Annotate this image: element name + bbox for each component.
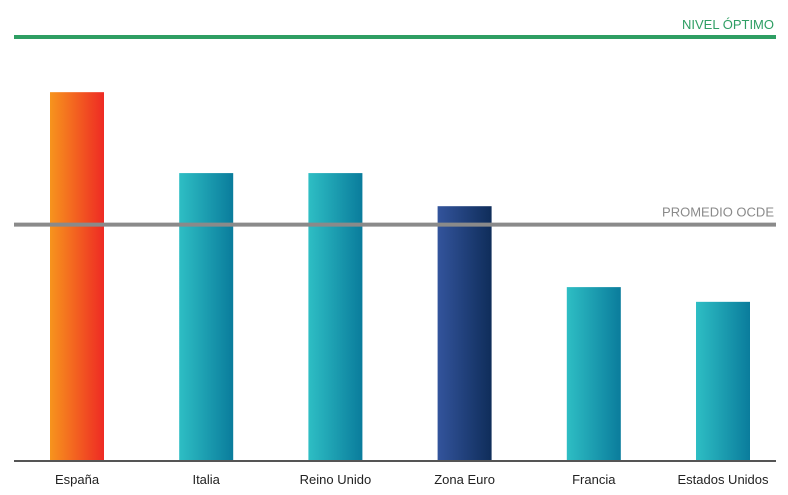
x-tick-label-francia: Francia [572, 472, 616, 487]
bars-group [50, 92, 750, 461]
reference-label-promedio-ocde: PROMEDIO OCDE [662, 205, 774, 220]
bar-zona-euro [437, 206, 492, 460]
x-tick-label-reino-unido: Reino Unido [300, 472, 372, 487]
bar-reino-unido [308, 173, 363, 461]
x-tick-labels-group: España Italia Reino Unido Zona Euro Francia E… [55, 472, 769, 487]
x-tick-label-espana: España [55, 472, 100, 487]
x-tick-label-zona-euro: Zona Euro [434, 472, 495, 487]
bar-francia [566, 287, 621, 460]
bar-espana [50, 92, 104, 460]
reference-label-nivel-optimo: NIVEL ÓPTIMO [682, 17, 774, 32]
bar-italia [179, 173, 234, 461]
x-tick-label-estados-unidos: Estados Unidos [677, 472, 769, 487]
reference-lines-group: NIVEL ÓPTIMO PROMEDIO OCDE [14, 17, 776, 227]
bar-estados-unidos [696, 301, 750, 460]
x-tick-label-italia: Italia [192, 472, 220, 487]
